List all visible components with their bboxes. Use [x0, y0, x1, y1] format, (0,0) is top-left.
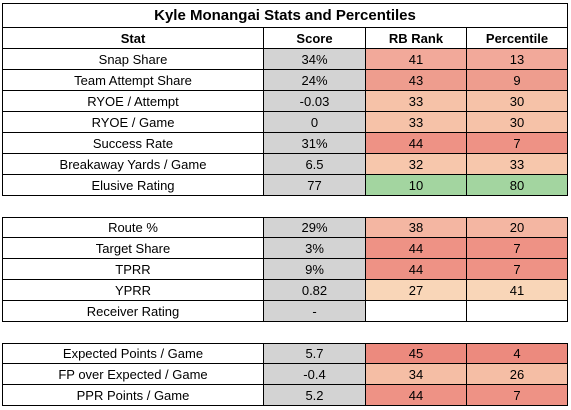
score-cell: -0.03: [264, 91, 366, 112]
rb-rank-cell: 32: [366, 154, 467, 175]
header-percentile: Percentile: [467, 28, 568, 49]
rb-rank-cell: 44: [366, 133, 467, 154]
table-row: Success Rate 31% 44 7: [2, 133, 568, 154]
percentile-cell: 13: [467, 49, 568, 70]
table-row: PPR Points / Game 5.2 44 7: [2, 385, 568, 406]
score-cell: 0: [264, 112, 366, 133]
score-cell: 34%: [264, 49, 366, 70]
percentile-cell: 30: [467, 112, 568, 133]
score-cell: 6.5: [264, 154, 366, 175]
score-cell: 24%: [264, 70, 366, 91]
percentile-cell: 20: [467, 217, 568, 238]
percentile-cell: 7: [467, 259, 568, 280]
percentile-cell: 26: [467, 364, 568, 385]
table-row: Breakaway Yards / Game 6.5 32 33: [2, 154, 568, 175]
table-row: Expected Points / Game 5.7 45 4: [2, 343, 568, 364]
stat-cell: Success Rate: [2, 133, 264, 154]
stat-cell: Receiver Rating: [2, 301, 264, 322]
table-row: YPRR 0.82 27 41: [2, 280, 568, 301]
percentile-cell: 9: [467, 70, 568, 91]
percentile-cell: 7: [467, 238, 568, 259]
rb-rank-cell: 10: [366, 175, 467, 196]
table-row: Receiver Rating -: [2, 301, 568, 322]
score-cell: -: [264, 301, 366, 322]
score-cell: 5.2: [264, 385, 366, 406]
header-row: Stat Score RB Rank Percentile: [2, 28, 568, 49]
stat-cell: Breakaway Yards / Game: [2, 154, 264, 175]
stat-cell: Team Attempt Share: [2, 70, 264, 91]
percentile-cell: 41: [467, 280, 568, 301]
table-row: Route % 29% 38 20: [2, 217, 568, 238]
table-title: Kyle Monangai Stats and Percentiles: [2, 3, 568, 28]
rb-rank-cell: 33: [366, 112, 467, 133]
score-cell: 9%: [264, 259, 366, 280]
rb-rank-cell: 27: [366, 280, 467, 301]
percentile-cell: 30: [467, 91, 568, 112]
percentile-cell: 33: [467, 154, 568, 175]
percentile-cell: 80: [467, 175, 568, 196]
table-row: TPRR 9% 44 7: [2, 259, 568, 280]
rb-rank-cell: 38: [366, 217, 467, 238]
stat-cell: FP over Expected / Game: [2, 364, 264, 385]
stat-cell: PPR Points / Game: [2, 385, 264, 406]
score-cell: 31%: [264, 133, 366, 154]
score-cell: 3%: [264, 238, 366, 259]
percentile-cell: 7: [467, 133, 568, 154]
table-body: Snap Share 34% 41 13 Team Attempt Share 24% 43…: [2, 49, 568, 406]
rb-rank-cell: 44: [366, 385, 467, 406]
score-cell: 0.82: [264, 280, 366, 301]
rb-rank-cell: 33: [366, 91, 467, 112]
score-cell: -0.4: [264, 364, 366, 385]
stat-cell: Snap Share: [2, 49, 264, 70]
stat-cell: Route %: [2, 217, 264, 238]
rb-rank-cell: 45: [366, 343, 467, 364]
rb-rank-cell: 43: [366, 70, 467, 91]
section-spacer: [2, 322, 568, 343]
score-cell: 5.7: [264, 343, 366, 364]
header-rb-rank: RB Rank: [366, 28, 467, 49]
stat-cell: RYOE / Game: [2, 112, 264, 133]
rb-rank-cell: 44: [366, 238, 467, 259]
section-spacer: [2, 196, 568, 217]
header-score: Score: [264, 28, 366, 49]
rb-rank-cell: 41: [366, 49, 467, 70]
stat-cell: Target Share: [2, 238, 264, 259]
score-cell: 29%: [264, 217, 366, 238]
stat-cell: TPRR: [2, 259, 264, 280]
table-row: Elusive Rating 77 10 80: [2, 175, 568, 196]
rb-rank-cell: 34: [366, 364, 467, 385]
stat-cell: YPRR: [2, 280, 264, 301]
table-row: Team Attempt Share 24% 43 9: [2, 70, 568, 91]
stat-cell: RYOE / Attempt: [2, 91, 264, 112]
score-cell: 77: [264, 175, 366, 196]
table-row: RYOE / Game 0 33 30: [2, 112, 568, 133]
percentile-cell: 7: [467, 385, 568, 406]
table-row: Snap Share 34% 41 13: [2, 49, 568, 70]
stat-cell: Elusive Rating: [2, 175, 264, 196]
percentile-cell: [467, 301, 568, 322]
rb-rank-cell: 44: [366, 259, 467, 280]
header-stat: Stat: [2, 28, 264, 49]
table-row: FP over Expected / Game -0.4 34 26: [2, 364, 568, 385]
rb-rank-cell: [366, 301, 467, 322]
stat-cell: Expected Points / Game: [2, 343, 264, 364]
table-row: RYOE / Attempt -0.03 33 30: [2, 91, 568, 112]
stats-table: Kyle Monangai Stats and Percentiles Stat…: [2, 3, 568, 406]
percentile-cell: 4: [467, 343, 568, 364]
table-row: Target Share 3% 44 7: [2, 238, 568, 259]
